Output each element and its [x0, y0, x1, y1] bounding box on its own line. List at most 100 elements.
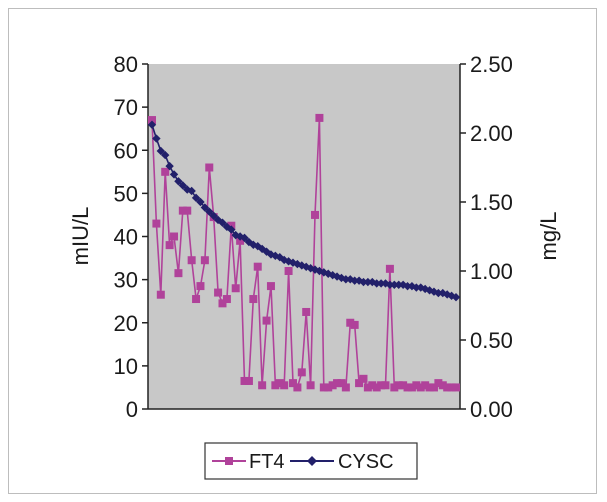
data-point-ft4: [377, 381, 386, 390]
data-point-ft4: [271, 381, 280, 390]
left-tick-label: 50: [114, 181, 138, 206]
data-point-ft4: [222, 295, 231, 304]
left-axis-ticks: 0 10 20 30 40 50 60 70 80: [114, 52, 148, 422]
data-point-cysc: [359, 277, 368, 287]
data-point-ft4: [253, 262, 262, 271]
data-point-ft4: [275, 379, 284, 388]
data-point-cysc: [240, 233, 249, 243]
left-tick-label: 10: [114, 354, 138, 379]
left-tick-label: 0: [126, 397, 138, 422]
data-point-ft4: [174, 269, 183, 278]
data-point-cysc: [390, 280, 399, 289]
data-point-ft4: [148, 116, 156, 125]
series-layer: [147, 113, 461, 392]
data-point-ft4: [218, 299, 227, 308]
data-point-ft4: [434, 379, 443, 388]
data-point-ft4: [421, 381, 430, 390]
legend-ft4-marker: [225, 457, 233, 465]
plot-area: [148, 64, 460, 409]
data-point-cysc: [161, 150, 170, 160]
data-point-ft4: [372, 383, 381, 392]
data-point-ft4: [425, 383, 434, 392]
data-point-cysc: [174, 177, 183, 186]
data-point-ft4: [452, 383, 460, 392]
data-point-cysc: [196, 197, 205, 207]
data-point-ft4: [262, 316, 271, 325]
data-point-ft4: [407, 383, 416, 392]
data-point-cysc: [200, 203, 210, 212]
data-point-ft4: [284, 267, 293, 275]
data-point-ft4: [355, 379, 364, 388]
data-point-ft4: [183, 206, 192, 215]
data-point-ft4: [390, 383, 399, 392]
data-point-ft4: [337, 379, 346, 388]
data-point-ft4: [280, 381, 289, 390]
data-point-ft4: [324, 383, 333, 392]
data-point-cysc: [412, 283, 421, 292]
data-point-ft4: [359, 374, 368, 383]
data-point-cysc: [156, 146, 166, 156]
data-point-ft4: [152, 219, 161, 228]
left-tick-label: 70: [114, 95, 138, 120]
data-point-ft4: [328, 381, 337, 390]
left-tick-label: 60: [114, 138, 138, 163]
data-point-ft4: [293, 383, 302, 392]
data-point-cysc: [350, 276, 359, 285]
data-point-cysc: [434, 288, 443, 298]
left-tick-label: 30: [114, 268, 138, 293]
data-point-ft4: [368, 381, 377, 390]
data-point-cysc: [231, 230, 240, 240]
data-point-ft4: [438, 381, 447, 390]
data-point-cysc: [152, 134, 161, 143]
data-point-ft4: [236, 236, 245, 245]
data-point-ft4: [165, 241, 174, 250]
data-point-ft4: [306, 381, 315, 390]
data-point-ft4: [302, 307, 311, 316]
data-point-ft4: [161, 167, 170, 176]
data-point-cysc: [227, 225, 236, 234]
data-point-ft4: [244, 376, 253, 385]
data-point-ft4: [447, 383, 456, 392]
data-point-ft4: [412, 381, 421, 390]
left-tick-label: 40: [114, 225, 138, 250]
data-point-ft4: [319, 383, 328, 392]
data-point-ft4: [350, 320, 359, 329]
data-point-ft4: [240, 376, 249, 385]
data-point-ft4: [288, 379, 297, 388]
left-tick-label: 80: [114, 52, 138, 77]
right-axis-title: mg/L: [536, 212, 561, 261]
legend-ft4-label: FT4: [249, 451, 285, 473]
data-point-ft4: [416, 383, 425, 392]
data-point-cysc: [205, 207, 214, 216]
legend-cysc-marker: [307, 456, 317, 466]
data-point-cysc: [178, 181, 188, 190]
data-point-ft4: [333, 379, 342, 388]
data-point-cysc: [191, 193, 201, 203]
data-point-ft4: [403, 383, 412, 392]
data-point-cysc: [372, 279, 381, 288]
data-point-ft4: [178, 206, 187, 215]
legend-cysc-label: CYSC: [338, 451, 394, 473]
data-point-ft4: [429, 383, 438, 392]
data-point-ft4: [249, 295, 258, 304]
data-point-cysc: [363, 277, 373, 287]
data-point-ft4: [399, 381, 408, 390]
data-point-ft4: [311, 210, 320, 219]
data-point-cysc: [147, 120, 157, 129]
right-axis-ticks: 0.00 0.50 1.00 1.50 2.00 2.50: [460, 52, 513, 422]
data-point-ft4: [297, 368, 306, 377]
data-point-ft4: [443, 383, 452, 392]
data-point-ft4: [192, 295, 201, 304]
data-point-cysc: [222, 222, 232, 232]
data-point-cysc: [394, 280, 403, 289]
data-point-ft4: [346, 318, 355, 327]
right-tick-label: 2.00: [470, 121, 513, 146]
right-tick-label: 0.50: [470, 328, 513, 353]
legend: FT4 CYSC: [204, 442, 418, 480]
data-point-cysc: [403, 281, 412, 291]
data-point-ft4: [381, 381, 390, 390]
data-point-ft4: [315, 113, 324, 122]
data-point-cysc: [341, 275, 351, 284]
data-point-ft4: [196, 282, 205, 291]
